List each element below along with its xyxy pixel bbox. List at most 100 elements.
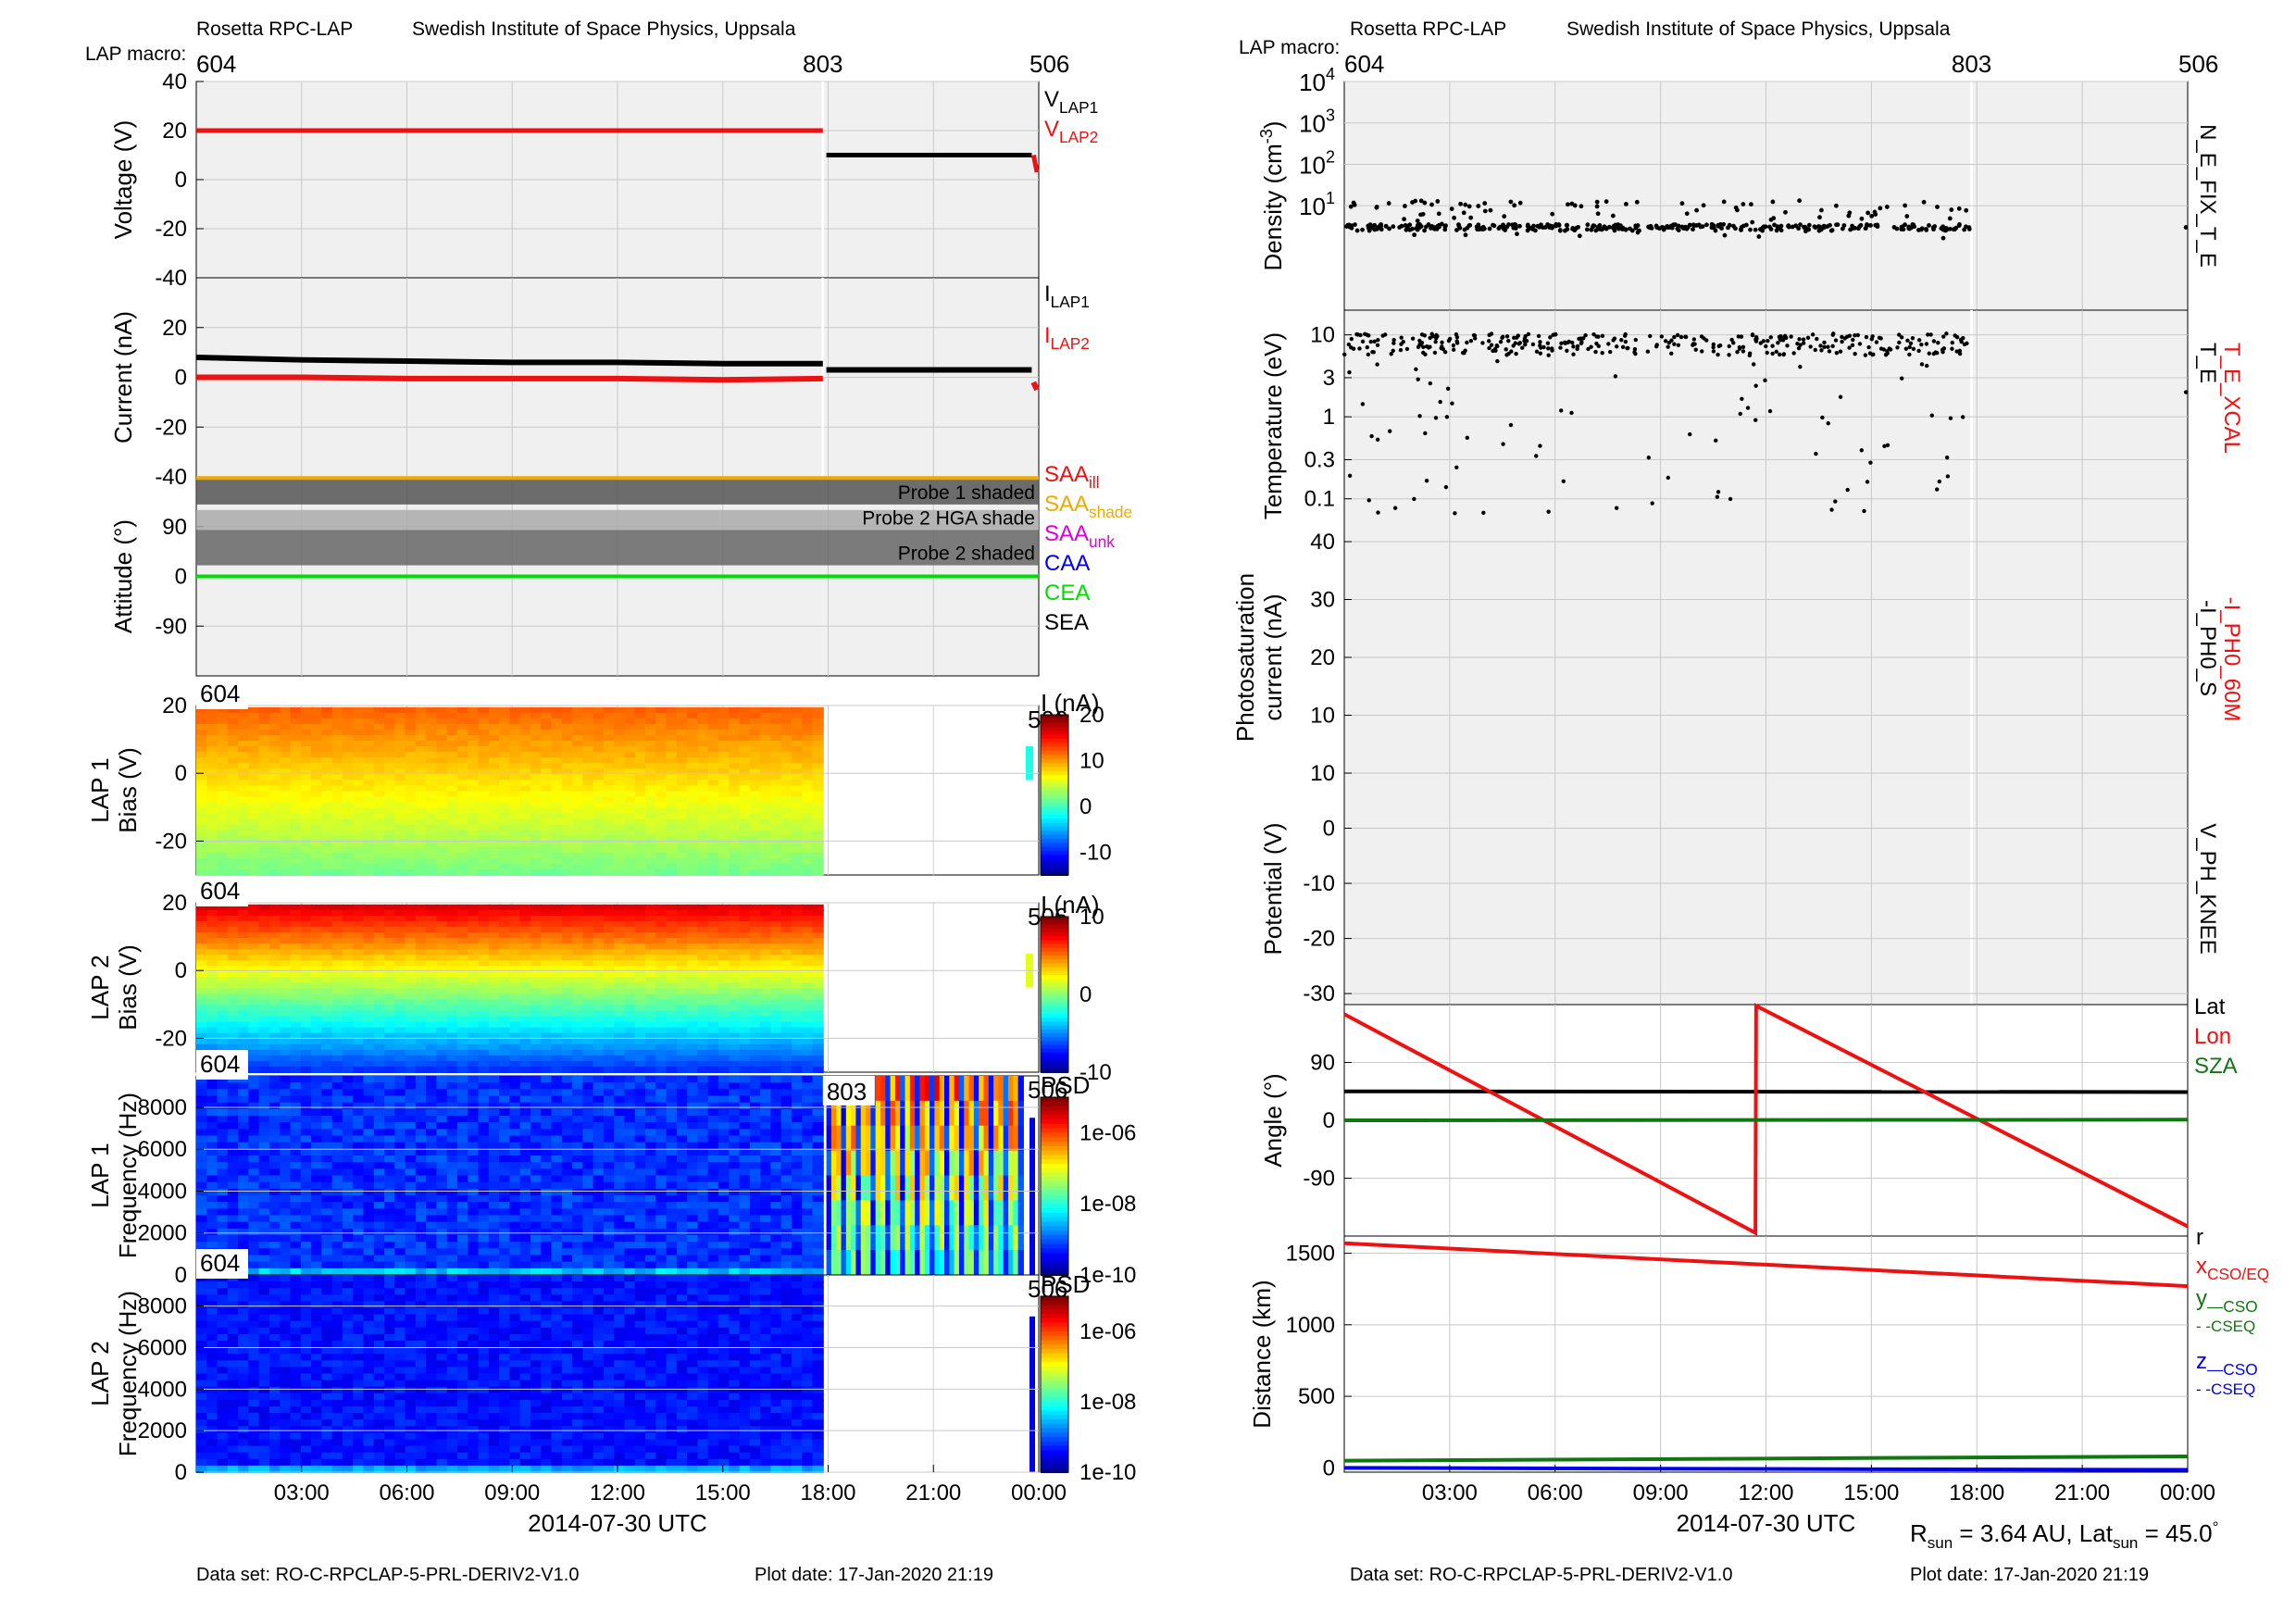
lap1-freq-cell: [697, 1129, 709, 1137]
lap1-freq-cell: [363, 1142, 375, 1150]
lap2-bias-cell: [624, 938, 636, 945]
lap1-bias-cell: [353, 741, 365, 748]
lap1-freq-cell: [331, 1116, 343, 1124]
lap2-bias-cell: [541, 909, 553, 917]
lap1-bias-cell: [551, 735, 563, 743]
lap1-bias-cell: [446, 718, 459, 725]
lap1-bias-cell: [206, 752, 218, 759]
lap1-bias-cell: [603, 830, 616, 837]
lap2-bias-cell: [268, 993, 281, 1001]
lap1-freq-cell: [760, 1181, 772, 1190]
lap2-bias-cell: [478, 932, 490, 940]
lap1-freq-cell: [446, 1095, 459, 1104]
lap2-bias-cell: [666, 932, 678, 940]
lap1-freq-cell: [780, 1162, 792, 1170]
lap1-freq-cell: [707, 1181, 720, 1190]
lap1-freq-cell: [478, 1195, 490, 1204]
lap2-bias-cell: [760, 1032, 772, 1040]
lap1-freq-cell: [227, 1129, 240, 1137]
lap2-bias-cell: [791, 1010, 804, 1018]
lap1-bias-cell: [791, 757, 804, 765]
lap1-bias-cell: [300, 752, 313, 759]
lap2-bias-cell: [697, 1055, 709, 1062]
lap1-bias-cell: [446, 746, 459, 754]
lap1-bias-cell: [718, 807, 730, 815]
lap1-bias-cell: [739, 735, 751, 743]
lap2-bias-cell: [634, 999, 647, 1006]
lap2-bias-cell: [593, 909, 605, 917]
lap2-bias-cell: [468, 977, 480, 984]
lap1-freq-cell: [624, 1181, 636, 1190]
lap1-bias-cell: [436, 712, 448, 719]
lap1-bias-cell: [415, 791, 428, 798]
lap1-freq-cell: [394, 1122, 406, 1131]
lap2-bias-cell: [217, 988, 229, 995]
lap1-freq-cell: [572, 1175, 584, 1183]
lap2-bias-cell: [280, 1038, 292, 1045]
lap1-freq-cell: [551, 1108, 563, 1117]
lap1-bias-cell: [384, 741, 396, 748]
lap1-freq-cell: [436, 1181, 448, 1190]
lap1-bias-cell: [478, 723, 490, 731]
lap1-freq-cell: [248, 1162, 260, 1170]
lap1-freq-cell: [676, 1129, 689, 1137]
lap2-bias-cbar-cell: [1041, 947, 1068, 953]
lap1-bias-cell: [488, 723, 501, 731]
lap1-bias-cell: [394, 785, 406, 793]
lap1-bias-cell: [739, 746, 751, 754]
lap2-bias-cell: [446, 909, 459, 917]
current-ylabel: Current (nA): [109, 311, 137, 443]
lap2-bias-cell: [353, 977, 365, 984]
lap1-bias-cell: [478, 763, 490, 770]
lap1-bias-cbar-label: 10: [1079, 748, 1104, 773]
lap1-bias-cell: [666, 824, 678, 831]
lap2-bias-cell: [634, 982, 647, 990]
lap2-bias-cell: [707, 1043, 720, 1051]
lap1-bias-cell: [812, 857, 824, 865]
lap1-bias-cell: [280, 785, 292, 793]
lap2-bias-cell: [405, 999, 417, 1006]
lap2-bias-cell: [373, 1049, 386, 1056]
lap2-bias-cell: [812, 1043, 824, 1051]
lap2-bias-cell: [488, 943, 501, 951]
lap1-bias-cell: [331, 752, 343, 759]
lap2-bias-cell: [739, 1027, 751, 1034]
lap2-bias-cell: [248, 999, 260, 1006]
lap1-bias-cell: [405, 863, 417, 870]
lap2-bias-cell: [331, 1010, 343, 1018]
lap1-bias-cell: [802, 757, 814, 765]
lap2-bias-cell: [634, 1055, 647, 1062]
lap1-bias-cell: [290, 785, 302, 793]
lap1-bias-cell: [718, 824, 730, 831]
lap1-bias-cell: [519, 835, 531, 843]
lap1-freq-cell: [645, 1122, 657, 1131]
lap1-freq-cell: [749, 1129, 762, 1137]
lap2-bias-cell: [468, 909, 480, 917]
lap2-bias-cell: [676, 1021, 689, 1029]
lap1-freq-cell: [655, 1129, 668, 1137]
lap1-bias-cell: [405, 818, 417, 826]
lap1-bias-cell: [290, 841, 302, 848]
lap2-bias-cell: [541, 904, 553, 911]
lap1-bias-cell: [655, 746, 668, 754]
lap2-bias-cbar-frame: [1040, 916, 1069, 1073]
lap1-bias-cell: [645, 852, 657, 859]
lap2-bias-cell: [509, 904, 521, 911]
lap1-bias-cell: [614, 752, 626, 759]
lap1-bias-cell: [238, 796, 250, 804]
lap1-bias-cell: [248, 824, 260, 831]
lap2-bias-cell: [707, 1027, 720, 1034]
lap2-bias-cell: [707, 1049, 720, 1056]
lap1-freq-cell: [468, 1108, 480, 1117]
lap1-bias-cell: [697, 763, 709, 770]
lap2-bias-cell: [499, 1032, 511, 1040]
lap1-bias-cell: [541, 857, 553, 865]
lap1-freq-cell: [258, 1148, 270, 1156]
lap1-bias-cell: [519, 718, 531, 725]
lap2-bias-cell: [426, 949, 438, 956]
lap1-bias-cell: [363, 818, 375, 826]
lap1-bias-cell: [519, 868, 531, 876]
lap1-bias-cell: [624, 818, 636, 826]
lap2-bias-cell: [488, 915, 501, 922]
lap1-freq-cell: [217, 1195, 229, 1204]
